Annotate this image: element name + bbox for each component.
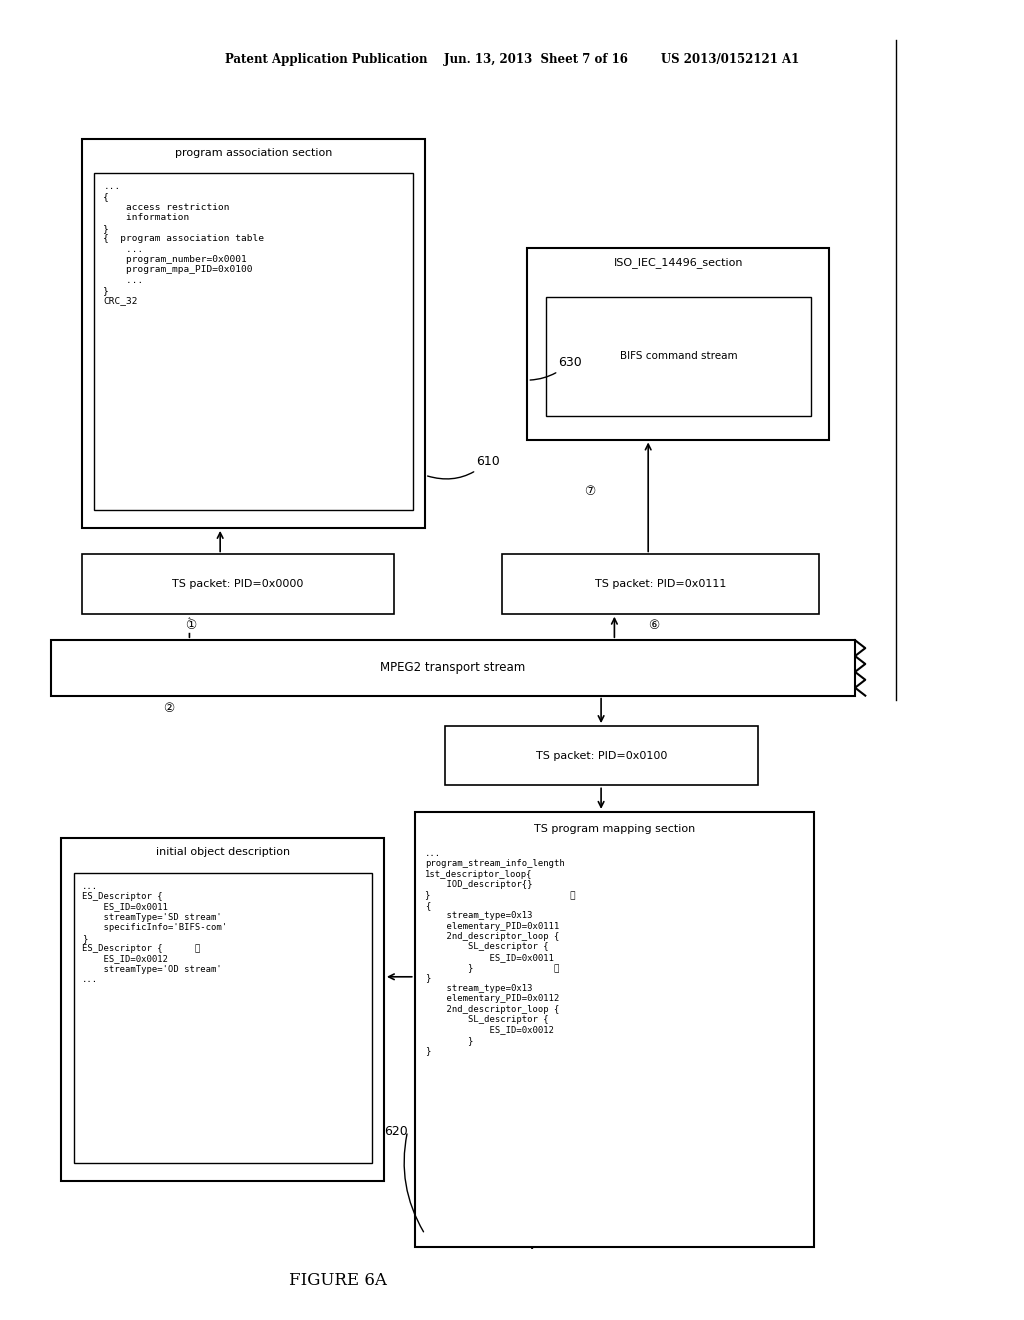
FancyBboxPatch shape [527,248,829,440]
Text: TS packet: PID=0x0000: TS packet: PID=0x0000 [172,579,304,589]
Text: program association section: program association section [175,148,332,158]
Text: ...
program_stream_info_length
1st_descriptor_loop{
    IOD_descriptor{}
}      : ... program_stream_info_length 1st_descr… [425,849,575,1056]
Text: 630: 630 [530,355,582,380]
FancyBboxPatch shape [61,838,384,1181]
FancyBboxPatch shape [415,812,814,1247]
Text: ⑦: ⑦ [585,484,595,498]
Text: ...
ES_Descriptor {
    ES_ID=0x0011
    streamType='SD stream'
    specificInfo: ... ES_Descriptor { ES_ID=0x0011 streamT… [82,882,227,985]
Text: BIFS command stream: BIFS command stream [620,351,737,362]
FancyBboxPatch shape [94,173,413,510]
Text: 610: 610 [428,454,500,479]
FancyBboxPatch shape [51,640,855,696]
Text: ISO_IEC_14496_section: ISO_IEC_14496_section [613,257,743,268]
FancyBboxPatch shape [445,726,758,785]
Text: 620: 620 [384,1125,408,1138]
FancyBboxPatch shape [82,554,394,614]
Text: initial object description: initial object description [156,847,290,858]
Text: ⑥: ⑥ [648,619,658,632]
Text: ②: ② [164,702,174,715]
Text: .: . [529,1234,536,1253]
Text: TS packet: PID=0x0111: TS packet: PID=0x0111 [595,579,726,589]
FancyBboxPatch shape [74,873,372,1163]
Text: Patent Application Publication    Jun. 13, 2013  Sheet 7 of 16        US 2013/01: Patent Application Publication Jun. 13, … [225,53,799,66]
Text: ①: ① [185,619,196,632]
FancyBboxPatch shape [502,554,819,614]
FancyBboxPatch shape [82,139,425,528]
FancyBboxPatch shape [546,297,811,416]
Text: ...
{
    access restriction
    information
}
{  program association table
    : ... { access restriction information } {… [103,182,264,305]
Text: TS program mapping section: TS program mapping section [534,824,695,834]
Text: TS packet: PID=0x0100: TS packet: PID=0x0100 [536,751,668,760]
Text: MPEG2 transport stream: MPEG2 transport stream [381,661,525,675]
Text: FIGURE 6A: FIGURE 6A [289,1272,387,1288]
